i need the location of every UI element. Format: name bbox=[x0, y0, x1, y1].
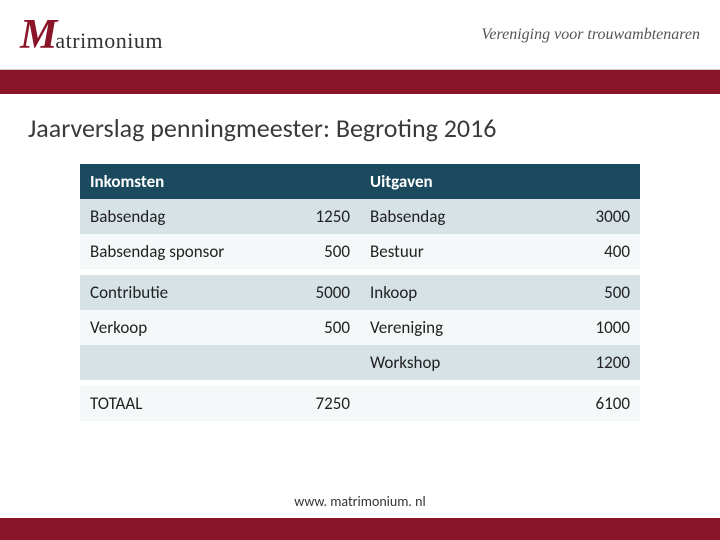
total-expense-label bbox=[360, 386, 528, 421]
expense-label: Vereniging bbox=[360, 310, 528, 345]
logo-initial: M bbox=[20, 14, 57, 56]
top-red-bar bbox=[0, 70, 720, 94]
bottom-red-bar bbox=[0, 518, 720, 540]
income-label: Babsendag bbox=[80, 199, 248, 234]
table-total-row: TOTAAL 7250 6100 bbox=[80, 386, 640, 421]
income-value: 5000 bbox=[248, 275, 360, 310]
expense-value: 3000 bbox=[528, 199, 640, 234]
income-header: Inkomsten bbox=[80, 164, 248, 199]
income-value bbox=[248, 345, 360, 380]
expense-value: 500 bbox=[528, 275, 640, 310]
total-income: 7250 bbox=[248, 386, 360, 421]
budget-table-container: Inkomsten Uitgaven Babsendag 1250 Babsen… bbox=[0, 164, 720, 421]
expense-value: 400 bbox=[528, 234, 640, 269]
tagline: Vereniging voor trouwambtenaren bbox=[481, 26, 700, 44]
logo: M atrimonium bbox=[20, 14, 163, 56]
logo-text: atrimonium bbox=[55, 28, 163, 54]
income-header-val bbox=[248, 164, 360, 199]
expense-label: Babsendag bbox=[360, 199, 528, 234]
table-row: Babsendag sponsor 500 Bestuur 400 bbox=[80, 234, 640, 269]
expense-label: Inkoop bbox=[360, 275, 528, 310]
income-label bbox=[80, 345, 248, 380]
table-header-row: Inkomsten Uitgaven bbox=[80, 164, 640, 199]
income-label: Verkoop bbox=[80, 310, 248, 345]
budget-table: Inkomsten Uitgaven Babsendag 1250 Babsen… bbox=[80, 164, 640, 421]
expense-label: Bestuur bbox=[360, 234, 528, 269]
table-row: Babsendag 1250 Babsendag 3000 bbox=[80, 199, 640, 234]
total-label: TOTAAL bbox=[80, 386, 248, 421]
expense-label: Workshop bbox=[360, 345, 528, 380]
expense-header: Uitgaven bbox=[360, 164, 528, 199]
expense-value: 1200 bbox=[528, 345, 640, 380]
income-label: Contributie bbox=[80, 275, 248, 310]
expense-header-val bbox=[528, 164, 640, 199]
income-label: Babsendag sponsor bbox=[80, 234, 248, 269]
page-title: Jaarverslag penningmeester: Begroting 20… bbox=[0, 94, 720, 164]
income-value: 500 bbox=[248, 310, 360, 345]
expense-value: 1000 bbox=[528, 310, 640, 345]
table-row: Verkoop 500 Vereniging 1000 bbox=[80, 310, 640, 345]
income-value: 500 bbox=[248, 234, 360, 269]
header: M atrimonium Vereniging voor trouwambten… bbox=[0, 0, 720, 70]
table-row: Contributie 5000 Inkoop 500 bbox=[80, 275, 640, 310]
total-expense: 6100 bbox=[528, 386, 640, 421]
income-value: 1250 bbox=[248, 199, 360, 234]
table-row: Workshop 1200 bbox=[80, 345, 640, 380]
footer-url: www. matrimonium. nl bbox=[0, 493, 720, 510]
